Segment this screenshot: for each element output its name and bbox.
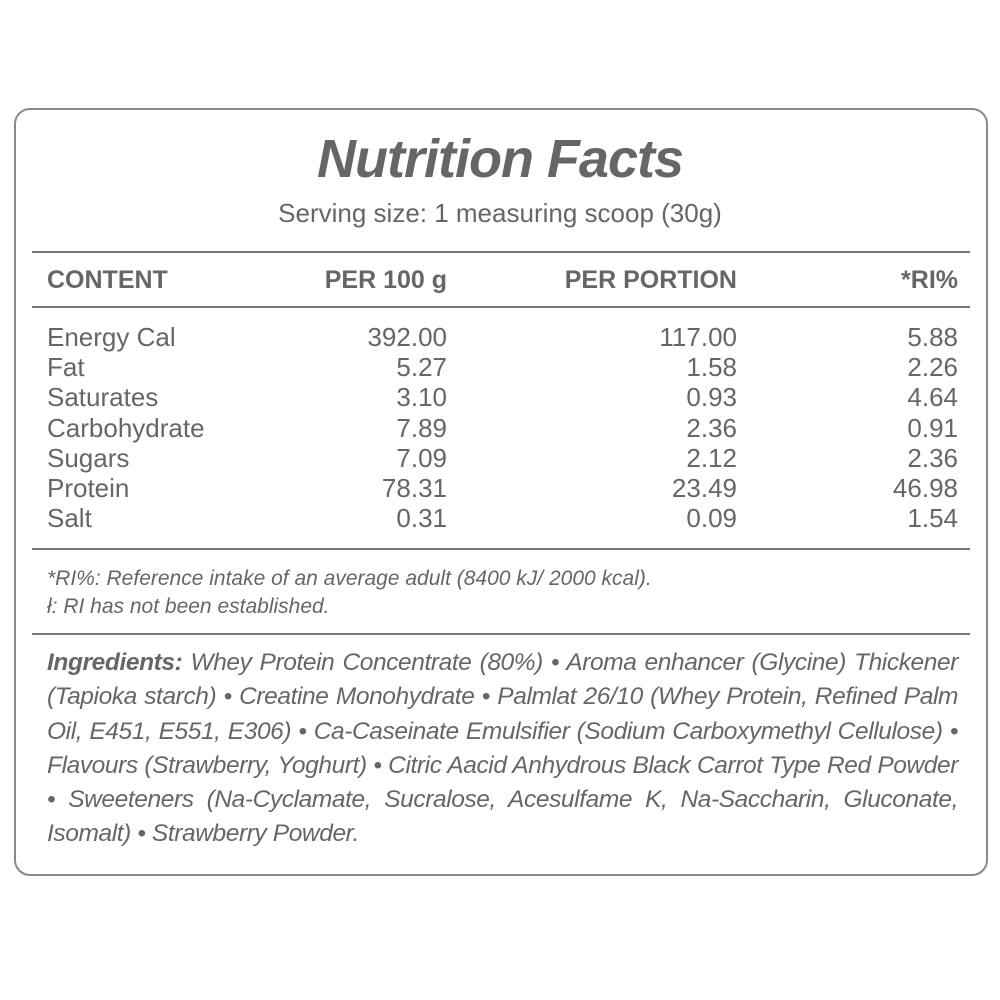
- cell-value: 392.00: [367, 322, 447, 352]
- rule: [32, 306, 970, 308]
- note: ł: RI has not been established.: [47, 595, 330, 618]
- cell-value: 1.54: [907, 503, 958, 534]
- cell-value: 0.91: [907, 412, 958, 443]
- cell-value: 5.88: [907, 322, 958, 352]
- cell-value: 1.58: [686, 352, 737, 383]
- ingredients-label: Ingredients:: [47, 649, 183, 676]
- rule: [32, 633, 970, 635]
- label-frame: [14, 108, 988, 876]
- column-header: CONTENT: [47, 266, 168, 294]
- ingredients-text: Whey Protein Concentrate (80%) • Aroma e…: [47, 649, 958, 848]
- ingredients: Ingredients: Whey Protein Concentrate (8…: [47, 646, 958, 852]
- column-header: PER PORTION: [564, 266, 737, 294]
- cell-value: 3.10: [396, 382, 447, 413]
- cell-value: 0.31: [396, 503, 447, 534]
- cell-value: 0.93: [686, 382, 737, 413]
- row-label: Saturates: [47, 382, 159, 413]
- row-label: Fat: [47, 352, 85, 383]
- title: Nutrition Facts: [316, 129, 684, 189]
- cell-value: 7.89: [396, 412, 447, 443]
- rule: [32, 251, 970, 253]
- column-header: *RI%: [901, 266, 958, 294]
- serving-size: Serving size: 1 measuring scoop (30g): [278, 198, 722, 228]
- cell-value: 4.64: [907, 382, 958, 413]
- column-header: PER 100 g: [324, 266, 447, 294]
- cell-value: 5.27: [396, 352, 447, 383]
- cell-value: 2.12: [686, 442, 737, 473]
- cell-value: 2.26: [907, 352, 958, 383]
- cell-value: 117.00: [659, 322, 737, 352]
- cell-value: 46.98: [892, 473, 958, 503]
- row-label: Protein: [47, 473, 130, 503]
- cell-value: 23.49: [671, 473, 737, 503]
- cell-value: 2.36: [686, 412, 737, 443]
- row-label: Salt: [47, 503, 92, 534]
- row-label: Sugars: [47, 442, 130, 473]
- cell-value: 2.36: [907, 442, 958, 473]
- rule: [32, 548, 970, 550]
- cell-value: 7.09: [396, 442, 447, 473]
- row-label: Energy Cal: [47, 322, 176, 352]
- cell-value: 78.31: [381, 473, 447, 503]
- row-label: Carbohydrate: [47, 412, 205, 443]
- note: *RI%: Reference intake of an average adu…: [47, 567, 652, 590]
- cell-value: 0.09: [686, 503, 737, 534]
